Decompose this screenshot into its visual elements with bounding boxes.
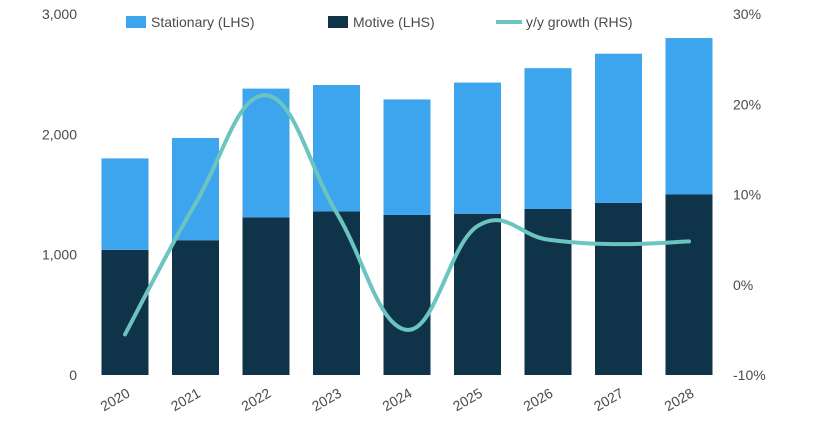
growth-line-layer: [123, 93, 691, 337]
right-tick-label: 30%: [733, 6, 761, 22]
bar-motive-2022: [242, 217, 290, 375]
left-tick-label: 2,000: [42, 126, 77, 142]
left-tick-label: 0: [69, 367, 77, 383]
growth-line: [123, 93, 691, 337]
bar-motive-2023: [313, 211, 360, 375]
legend-swatch-motive: [328, 16, 348, 28]
x-tick-label: 2025: [450, 385, 485, 415]
right-tick-label: 20%: [733, 96, 761, 112]
right-tick-label: -10%: [733, 367, 766, 383]
legend: Stationary (LHS) Motive (LHS) y/y growth (…: [126, 14, 633, 30]
bar-stationary-2024: [383, 99, 431, 215]
bar-motive-2027: [595, 202, 642, 375]
right-tick-label: 10%: [733, 187, 761, 203]
bar-stationary-2021: [172, 137, 219, 241]
bar-motive-2024: [383, 214, 431, 375]
right-axis: -10% 0% 10% 20% 30%: [733, 6, 766, 383]
x-tick-label: 2026: [521, 385, 556, 415]
x-tick-label: 2028: [662, 385, 697, 415]
legend-label-motive: Motive (LHS): [353, 14, 435, 30]
bar-stationary-2027: [595, 53, 642, 203]
left-tick-label: 3,000: [42, 6, 77, 22]
bar-stationary-2025: [454, 82, 501, 214]
legend-label-stationary: Stationary (LHS): [151, 14, 254, 30]
bar-stationary-2020: [101, 158, 149, 250]
legend-swatch-stationary: [126, 16, 146, 28]
right-tick-label: 0%: [733, 277, 753, 293]
bar-stationary-2028: [665, 38, 713, 195]
x-tick-label: 2024: [380, 385, 415, 415]
bar-motive-2028: [665, 194, 713, 375]
bar-motive-2020: [101, 249, 149, 375]
x-tick-label: 2027: [591, 385, 626, 415]
left-axis: 0 1,000 2,000 3,000: [42, 6, 77, 383]
x-tick-label: 2023: [309, 385, 344, 415]
left-tick-label: 1,000: [42, 247, 77, 263]
bar-motive-2021: [172, 240, 219, 375]
bar-stationary-2023: [313, 84, 360, 212]
x-tick-label: 2020: [98, 385, 133, 415]
legend-label-growth: y/y growth (RHS): [526, 14, 633, 30]
x-axis: 2020 2021 2022 2023 2024 2025 2026 2027 2028: [98, 385, 697, 415]
x-tick-label: 2021: [168, 385, 203, 415]
bar-stationary-2022: [242, 88, 290, 218]
x-tick-label: 2022: [239, 385, 274, 415]
bar-stationary-2026: [524, 68, 572, 209]
bar-layer: [101, 38, 713, 375]
bar-motive-2025: [454, 213, 501, 375]
